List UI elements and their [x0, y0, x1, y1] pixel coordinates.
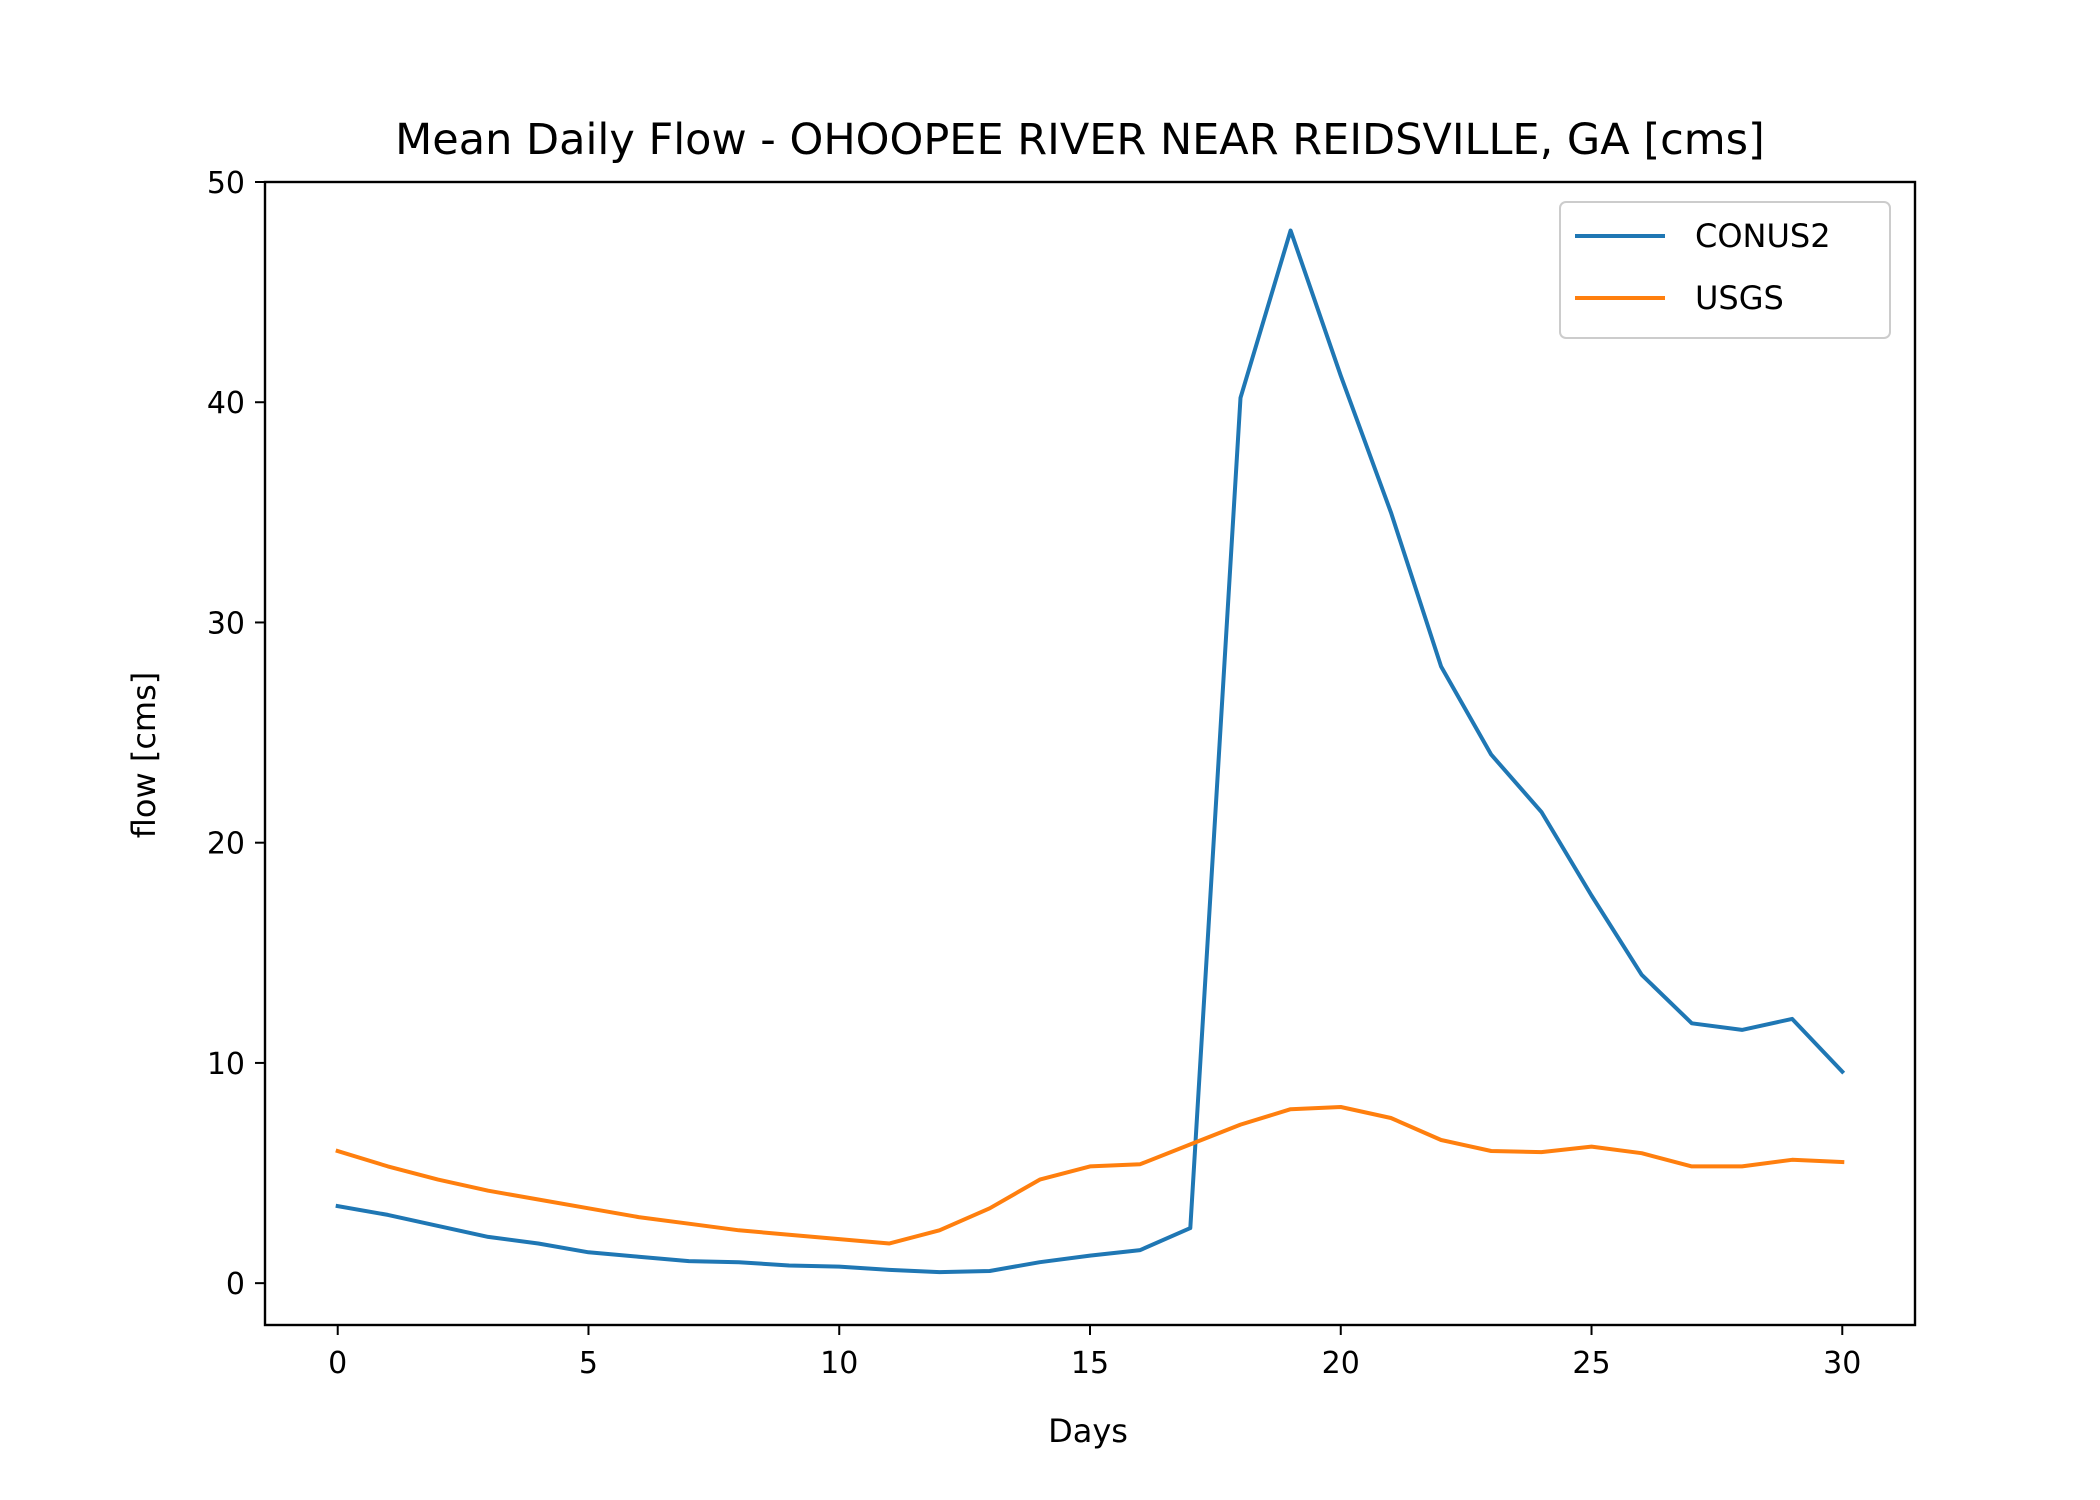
- x-axis: 0 5 10 15 20 25 30: [328, 1325, 1861, 1381]
- series-layer: [335, 228, 1846, 1275]
- series-line-usgs: [335, 1105, 1845, 1246]
- y-tick-label: 30: [207, 606, 245, 641]
- x-tick-label: 20: [1322, 1346, 1360, 1381]
- y-axis: 0 10 20 30 40 50: [207, 166, 265, 1302]
- legend: CONUS2 USGS: [1559, 201, 1891, 339]
- x-tick-label: 30: [1823, 1346, 1861, 1381]
- series-line-conus2: [335, 228, 1846, 1275]
- y-tick-label: 20: [207, 827, 245, 862]
- x-tick-label: 0: [328, 1346, 347, 1381]
- y-axis-title: flow [cms]: [125, 672, 163, 838]
- x-tick-label: 25: [1572, 1346, 1610, 1381]
- y-tick-label: 40: [207, 386, 245, 421]
- y-tick-label: 50: [207, 166, 245, 201]
- x-tick-label: 5: [579, 1346, 598, 1381]
- legend-label-usgs: USGS: [1695, 279, 1784, 317]
- chart-title: Mean Daily Flow - OHOOPEE RIVER NEAR REI…: [395, 115, 1765, 165]
- legend-label-conus2: CONUS2: [1695, 217, 1831, 255]
- x-tick-label: 15: [1071, 1346, 1109, 1381]
- y-tick-label: 0: [226, 1267, 245, 1302]
- x-tick-label: 10: [820, 1346, 858, 1381]
- y-tick-label: 10: [207, 1047, 245, 1082]
- x-axis-title: Days: [1048, 1412, 1128, 1450]
